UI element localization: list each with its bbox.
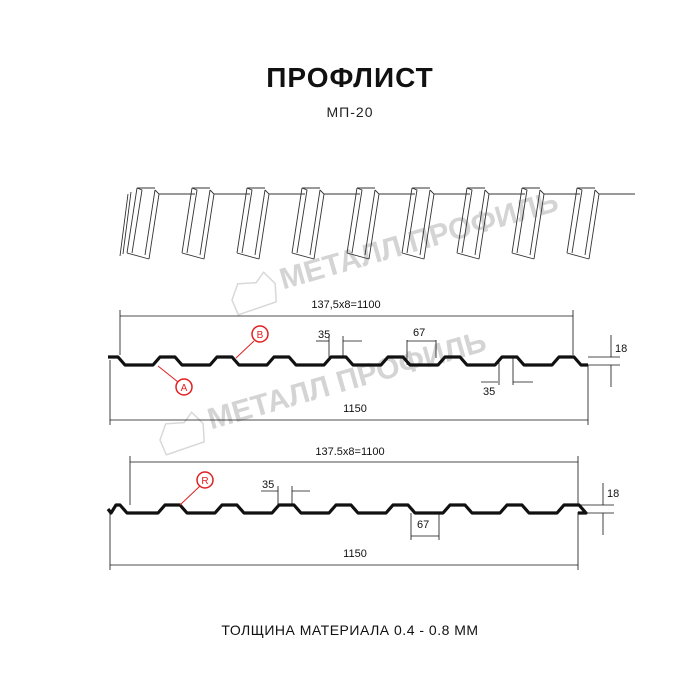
profile-1-outline: [108, 355, 588, 367]
rib-edge: [511, 187, 523, 254]
marker-a: A: [181, 383, 188, 394]
rib-edge: [584, 189, 596, 256]
rib-edge: [291, 187, 303, 254]
rib-edge: [419, 189, 431, 256]
profile-2: [106, 456, 614, 570]
rib-edge: [401, 187, 413, 254]
rib: [461, 187, 525, 260]
rib-edge: [254, 189, 266, 256]
watermark-2: МЕТАЛЛ ПРОФИЛЬ: [159, 325, 490, 456]
rib: [351, 187, 415, 260]
rib-edge: [346, 187, 358, 254]
profile-2-pitch-label: 137.5x8=1100: [315, 446, 384, 458]
rib-bottom: [346, 252, 370, 260]
rib-edge: [199, 189, 211, 256]
page-title: ПРОФЛИСТ: [266, 62, 434, 93]
marker-b-circle: [251, 325, 269, 343]
marker-r: R: [201, 476, 208, 487]
profile-1-pitch-label: 137,5x8=1100: [311, 299, 380, 311]
rib-bottom: [566, 252, 590, 260]
rib: [241, 187, 305, 260]
sheet-3d-view: [119, 187, 635, 260]
rib-edge: [364, 189, 376, 256]
rib: [296, 187, 360, 260]
profile-1-rib-label: 67: [413, 327, 425, 339]
rib-edge: [144, 189, 156, 256]
rib-bottom: [456, 252, 480, 260]
profile-2-rib-label: 67: [417, 519, 429, 531]
rib-edge: [456, 187, 468, 254]
profile-1-height-label: 18: [615, 343, 627, 355]
rib: [571, 187, 635, 260]
rib: [131, 187, 195, 260]
sheet-edge: [122, 191, 132, 255]
rib-bottom: [126, 252, 150, 260]
profile-1-width-label: 1150: [343, 403, 367, 415]
rib-edge: [474, 189, 486, 256]
rib: [406, 187, 470, 260]
profile-1-bottom-width-label: 35: [483, 386, 495, 398]
rib-edge: [181, 187, 193, 254]
sheet-edge: [119, 193, 129, 257]
profile-2-top-width-label: 35: [262, 479, 274, 491]
profile-2-outline: [106, 503, 588, 515]
rib-bottom: [511, 252, 535, 260]
page-subtitle: МП-20: [326, 104, 374, 120]
rib-bottom: [291, 252, 315, 260]
profile-1-top-width-label: 35: [318, 329, 330, 341]
rib-bottom: [181, 252, 205, 260]
rib-edge: [566, 187, 578, 254]
rib-edge: [529, 189, 541, 256]
profile-2-height-label: 18: [607, 488, 619, 500]
rib-bottom: [401, 252, 425, 260]
material-thickness: ТОЛЩИНА МАТЕРИАЛА 0.4 - 0.8 ММ: [221, 622, 479, 638]
rib: [516, 187, 580, 260]
rib: [186, 187, 250, 260]
marker-b: B: [257, 330, 264, 341]
rib-edge: [309, 189, 321, 256]
marker-r-circle: [196, 471, 214, 489]
rib-bottom: [236, 252, 260, 260]
profile-1: [108, 310, 620, 425]
rib-edge: [236, 187, 248, 254]
profile-2-width-label: 1150: [343, 548, 367, 560]
svg-text:МЕТАЛЛ ПРОФИЛЬ: МЕТАЛЛ ПРОФИЛЬ: [204, 325, 490, 436]
marker-a-circle: [175, 378, 193, 396]
rib-edge: [126, 187, 138, 254]
